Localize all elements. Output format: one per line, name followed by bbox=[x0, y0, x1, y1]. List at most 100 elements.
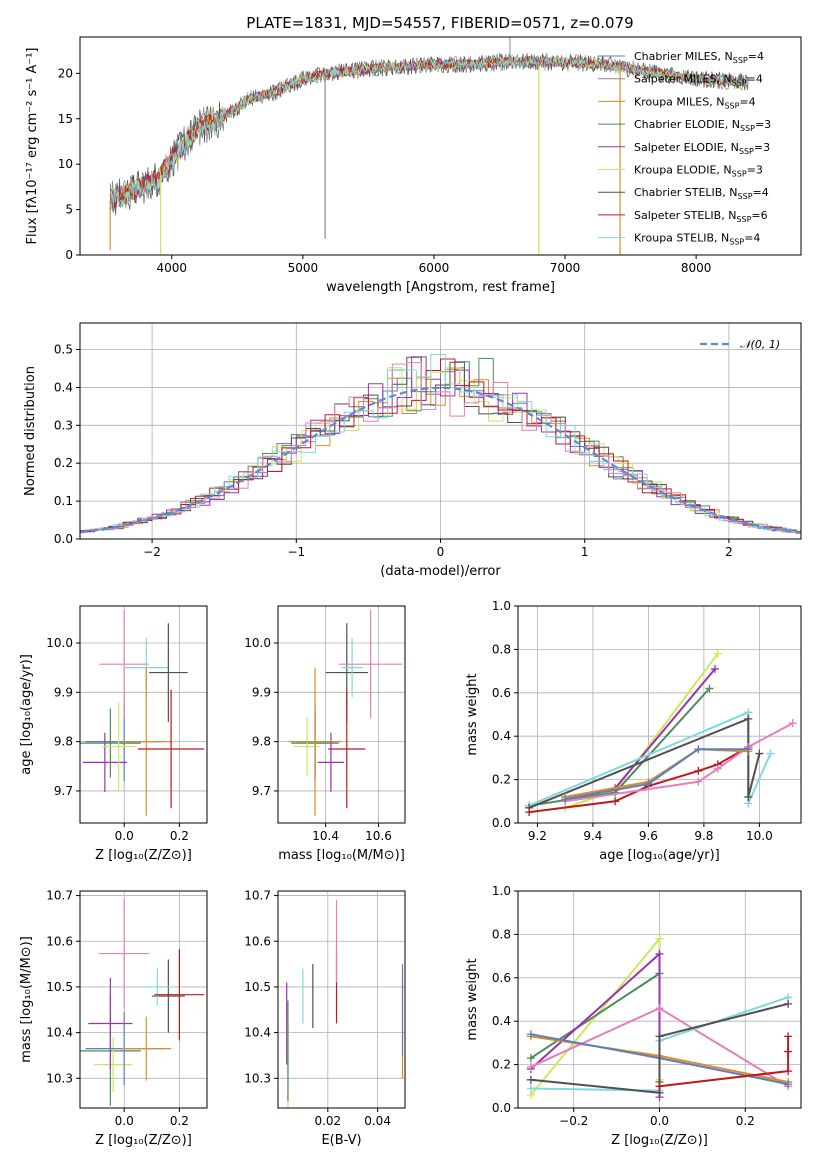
x-tick-label: −0.2 bbox=[559, 1114, 588, 1128]
data-point-marker bbox=[694, 766, 703, 775]
x-tick-label: 5000 bbox=[288, 261, 319, 275]
data-point-marker bbox=[655, 1082, 664, 1091]
axes-frame bbox=[277, 890, 406, 1109]
x-tick-label: 6000 bbox=[419, 261, 450, 275]
residuals-panel: −2 −1 0 1 2 0.0 0.1 0.2 0.3 0.4 0.5 (data-model)/er… bbox=[23, 322, 802, 579]
y-axis-label: mass [log₁₀(M/M⊙)] bbox=[19, 936, 34, 1063]
y-tick-label: 10.7 bbox=[46, 889, 73, 903]
y-tick-label: 0.2 bbox=[492, 1058, 511, 1072]
histogram-series bbox=[89, 362, 801, 534]
plot-area bbox=[286, 900, 404, 1108]
data-point-marker bbox=[655, 934, 664, 943]
mass-weight-line bbox=[528, 717, 761, 809]
x-axis-label: Z [log₁₀(Z/Z⊙)] bbox=[95, 1133, 192, 1148]
x-tick-label: 0 bbox=[437, 545, 445, 559]
y-tick-label: 9.7 bbox=[252, 784, 271, 798]
data-point-marker bbox=[694, 745, 703, 754]
x-axis-label: (data-model)/error bbox=[380, 564, 501, 579]
y-axis-label: age [log₁₀(age/yr)] bbox=[19, 654, 34, 775]
data-point-marker bbox=[710, 664, 719, 673]
plot-area bbox=[80, 609, 205, 816]
x-tick-label: 0.04 bbox=[364, 1114, 391, 1128]
x-axis-label: wavelength [Angstrom, rest frame] bbox=[326, 280, 555, 295]
y-tick-label: 0.4 bbox=[492, 729, 511, 743]
y-axis-label: Normed distribution bbox=[23, 366, 38, 496]
age-vs-mass-panel: 10.4 10.6 9.7 9.8 9.9 10.0 mass [log₁₀(M/M⊙)] bbox=[244, 605, 406, 863]
x-tick-label: 10.6 bbox=[365, 829, 392, 843]
x-tick-label: 0.2 bbox=[170, 1114, 189, 1128]
figure-title: PLATE=1831, MJD=54557, FIBERID=0571, z=0… bbox=[246, 14, 633, 32]
y-tick-label: 0.0 bbox=[54, 532, 73, 546]
x-tick-label: 0.02 bbox=[314, 1114, 341, 1128]
x-axis-label: mass [log₁₀(M/M⊙)] bbox=[278, 848, 405, 863]
plot-area bbox=[525, 649, 797, 817]
y-axis-label: mass weight bbox=[465, 673, 480, 755]
y-tick-label: 0.2 bbox=[492, 773, 511, 787]
y-tick-label: 10.7 bbox=[244, 889, 271, 903]
x-tick-label: 9.2 bbox=[528, 829, 547, 843]
axes-frame bbox=[517, 605, 802, 824]
y-axis-label: Flux [fλ10⁻¹⁷ erg cm⁻² s⁻¹ A⁻¹] bbox=[25, 48, 40, 245]
data-point-marker bbox=[784, 1067, 793, 1076]
plot-area bbox=[288, 609, 403, 816]
data-point-marker bbox=[744, 714, 753, 723]
y-tick-label: 10.6 bbox=[244, 934, 271, 948]
y-tick-label: 1.0 bbox=[492, 884, 511, 898]
legend-label: Salpeter MILES, NSSP=4 bbox=[634, 73, 763, 88]
axes-frame bbox=[79, 890, 208, 1109]
legend-label: Salpeter STELIB, NSSP=6 bbox=[634, 209, 768, 224]
data-point-marker bbox=[655, 1004, 664, 1013]
x-tick-label: 9.8 bbox=[694, 829, 713, 843]
legend-label: Kroupa MILES, NSSP=4 bbox=[634, 95, 756, 110]
age-vs-metallicity-panel: 0.0 0.2 9.7 9.8 9.9 10.0 Z [log₁₀(Z/Z⊙)] age [l… bbox=[19, 605, 208, 863]
y-tick-label: 0.8 bbox=[492, 927, 511, 941]
data-point-marker bbox=[526, 1030, 535, 1039]
plot-area bbox=[109, 37, 749, 255]
gaussian-curve bbox=[80, 386, 801, 534]
y-tick-label: 10.3 bbox=[46, 1071, 73, 1085]
y-tick-label: 0.0 bbox=[492, 1101, 511, 1115]
data-point-marker bbox=[784, 1047, 793, 1056]
y-tick-label: 9.9 bbox=[252, 685, 271, 699]
y-tick-label: 0.0 bbox=[492, 816, 511, 830]
y-tick-label: 0.2 bbox=[54, 456, 73, 470]
mass-weight-line bbox=[565, 748, 749, 801]
data-point-marker bbox=[526, 1075, 535, 1084]
y-tick-label: 10.3 bbox=[244, 1071, 271, 1085]
data-point-marker bbox=[644, 779, 653, 788]
data-point-marker bbox=[713, 764, 722, 773]
data-point-marker bbox=[694, 777, 703, 786]
plot-area bbox=[526, 934, 793, 1102]
data-point-marker bbox=[713, 649, 722, 658]
mass-vs-extinction-panel: 0.02 0.04 10.3 10.4 10.5 10.6 10.7 E(B-V) bbox=[244, 889, 406, 1148]
y-tick-label: 10.0 bbox=[244, 636, 271, 650]
axes-frame bbox=[517, 890, 802, 1109]
y-tick-label: 10 bbox=[58, 157, 73, 171]
y-tick-label: 0.5 bbox=[54, 343, 73, 357]
x-tick-label: 0.0 bbox=[115, 1114, 134, 1128]
data-point-marker bbox=[705, 684, 714, 693]
legend-label: 𝒩(0, 1) bbox=[740, 338, 780, 351]
x-axis-label: Z [log₁₀(Z/Z⊙)] bbox=[95, 848, 192, 863]
y-tick-label: 0.4 bbox=[54, 380, 73, 394]
y-tick-label: 9.7 bbox=[54, 784, 73, 798]
y-tick-label: 0.8 bbox=[492, 642, 511, 656]
y-axis-label: mass weight bbox=[465, 958, 480, 1040]
legend-label: Chabrier STELIB, NSSP=4 bbox=[634, 186, 769, 201]
massweight-vs-age-panel: 9.2 9.4 9.6 9.8 10.0 0.0 0.2 0.4 0.6 0.8 1.0 age [l… bbox=[465, 599, 802, 863]
y-tick-label: 10.0 bbox=[46, 636, 73, 650]
axes-frame bbox=[277, 605, 406, 824]
data-point-marker bbox=[655, 1032, 664, 1041]
x-tick-label: 9.6 bbox=[639, 829, 658, 843]
x-tick-label: 0.2 bbox=[170, 829, 189, 843]
y-tick-label: 0.6 bbox=[492, 971, 511, 985]
x-tick-label: 0.0 bbox=[115, 829, 134, 843]
y-tick-label: 0.3 bbox=[54, 418, 73, 432]
y-tick-label: 5 bbox=[65, 203, 73, 217]
data-point-marker bbox=[525, 808, 534, 817]
x-tick-label: 1 bbox=[581, 545, 589, 559]
y-tick-label: 20 bbox=[58, 66, 73, 80]
y-tick-label: 9.9 bbox=[54, 685, 73, 699]
x-tick-label: −2 bbox=[143, 545, 161, 559]
